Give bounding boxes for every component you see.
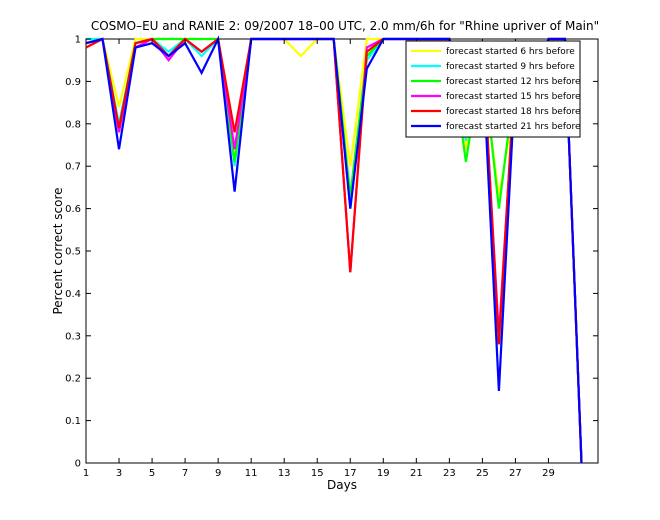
chart-title: COSMO–EU and RANIE 2: 09/2007 18–00 UTC,… xyxy=(91,19,599,33)
x-tick-label: 7 xyxy=(182,468,188,479)
x-tick-label: 27 xyxy=(509,468,522,479)
y-axis-label: Percent correct score xyxy=(51,187,65,314)
y-tick-label: 0.9 xyxy=(65,77,81,88)
y-tick-label: 0.5 xyxy=(65,247,81,258)
y-tick-label: 0.1 xyxy=(65,416,81,427)
axis-ticks: 1 3 5 7 9 11 13 15 17 19 21 23 25 27 2900.10.20.30.40.… xyxy=(65,35,598,479)
x-tick-label: 19 xyxy=(377,468,390,479)
y-tick-label: 0.6 xyxy=(65,204,81,215)
y-tick-label: 0.7 xyxy=(65,162,81,173)
legend-entry-3: forecast started 12 hrs before xyxy=(446,77,581,87)
legend-box xyxy=(405,40,581,138)
legend-entry-2: forecast started 9 hrs before xyxy=(446,62,575,72)
x-tick-label: 1 xyxy=(83,468,89,479)
legend: forecast started 6 hrs before forecast st… xyxy=(405,40,581,138)
legend-entry-6: forecast started 21 hrs before xyxy=(446,122,581,132)
y-tick-label: 0.8 xyxy=(65,119,81,130)
y-tick-label: 0.3 xyxy=(65,331,81,342)
y-tick-label: 0.4 xyxy=(65,289,81,300)
series-lines xyxy=(85,35,583,464)
y-tick-label: 0 xyxy=(75,459,81,470)
x-tick-label: 15 xyxy=(311,468,324,479)
series-line-6 xyxy=(85,35,583,464)
legend-entry-4: forecast started 15 hrs before xyxy=(446,92,581,102)
legend-entry-5: forecast started 18 hrs before xyxy=(446,107,581,117)
x-tick-label: 9 xyxy=(215,468,221,479)
x-tick-label: 11 xyxy=(245,468,258,479)
x-tick-label: 29 xyxy=(542,468,555,479)
x-tick-label: 21 xyxy=(410,468,423,479)
x-tick-label: 13 xyxy=(278,468,291,479)
x-tick-label: 25 xyxy=(476,468,489,479)
x-tick-label: 5 xyxy=(149,468,155,479)
x-tick-label: 23 xyxy=(443,468,456,479)
x-tick-label: 3 xyxy=(116,468,122,479)
y-tick-label: 0.2 xyxy=(65,374,81,385)
y-tick-label: 1 xyxy=(75,35,81,46)
legend-entry-1: forecast started 6 hrs before xyxy=(446,47,575,57)
x-axis-label: Days xyxy=(327,478,357,492)
x-tick-label: 17 xyxy=(344,468,357,479)
